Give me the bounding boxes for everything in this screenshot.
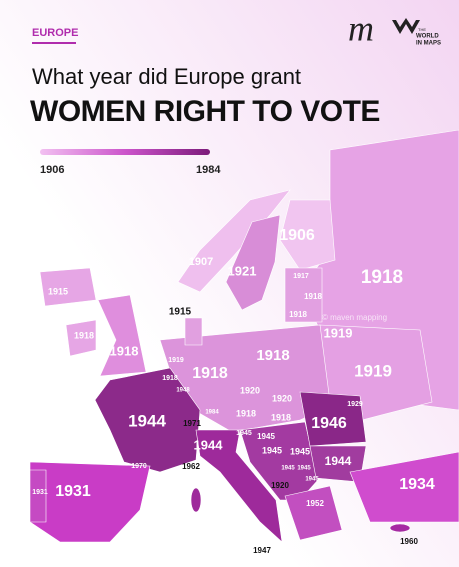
- sweden: [225, 214, 281, 311]
- year-label: 1946: [311, 415, 347, 432]
- countries: [29, 129, 459, 543]
- year-label: 1960: [400, 537, 418, 546]
- logo-text: THE: [418, 27, 426, 32]
- year-label: 1952: [306, 499, 324, 508]
- year-label: 1970: [131, 463, 147, 470]
- year-label: 1945: [297, 466, 311, 472]
- sardinia: [190, 487, 202, 513]
- year-label: 1945: [281, 466, 295, 472]
- year-label: 1920: [240, 385, 260, 395]
- baltics: [284, 267, 323, 323]
- year-label: 1906: [279, 227, 315, 244]
- labels: 1906 1907 1921 1918 1917 1918 1918 1919 1915 1915…: [32, 227, 435, 555]
- year-label: 1920: [271, 481, 289, 490]
- year-label: 1944: [325, 454, 352, 468]
- year-label: 1931: [32, 489, 48, 496]
- norway: [177, 189, 291, 293]
- watermark: © maven mapping: [322, 313, 387, 322]
- year-label: 1918: [304, 292, 322, 301]
- year-label: 1921: [228, 263, 257, 278]
- tag-underline: [32, 42, 76, 44]
- year-label: 1919: [324, 325, 353, 340]
- tag: EUROPE: [32, 27, 78, 39]
- year-label: 1984: [205, 410, 219, 416]
- year-label: 1920: [272, 393, 292, 403]
- finland: [279, 199, 336, 271]
- logo-text: WORLD: [416, 34, 439, 40]
- year-label: 1947: [253, 546, 271, 555]
- year-label: 1945: [262, 445, 282, 455]
- year-label: 1945: [236, 430, 252, 437]
- year-label: 1918: [271, 412, 291, 422]
- year-label: 1918: [192, 365, 228, 382]
- year-label: 1948: [176, 388, 190, 394]
- uk: [97, 294, 147, 377]
- year-label: 1918: [236, 408, 256, 418]
- year-label: 1945: [257, 432, 275, 441]
- year-label: 1944: [194, 437, 224, 452]
- iceland: [39, 267, 97, 307]
- year-label: 1918: [110, 343, 139, 358]
- year-label: 1918: [361, 267, 403, 288]
- year-label: 1971: [183, 419, 201, 428]
- year-label: 1915: [169, 307, 192, 318]
- year-label: 1919: [168, 357, 184, 364]
- year-label: 1918: [289, 310, 307, 319]
- portugal: [29, 469, 47, 523]
- year-label: 1919: [354, 361, 392, 380]
- legend-bar: [40, 149, 210, 155]
- year-label: 1944: [128, 411, 166, 430]
- legend-min: 1906: [40, 164, 64, 176]
- year-label: 1945: [305, 477, 319, 483]
- year-label: 1907: [189, 256, 213, 268]
- logo-letter: m: [348, 8, 374, 48]
- year-label: 1934: [399, 476, 435, 493]
- denmark: [184, 317, 203, 346]
- italy: [195, 429, 283, 543]
- year-label: 1918: [74, 330, 94, 340]
- year-label: 1917: [293, 273, 309, 280]
- year-label: 1931: [55, 483, 91, 500]
- title-line2: WOMEN RIGHT TO VOTE: [30, 95, 380, 128]
- legend-max: 1984: [196, 164, 221, 176]
- logo-text: IN MAPS: [416, 41, 441, 47]
- romania: [299, 391, 367, 447]
- cyprus: [389, 523, 411, 533]
- year-label: 1915: [48, 286, 68, 296]
- year-label: 1918: [256, 347, 289, 364]
- turkey: [349, 451, 459, 523]
- logo-mark: [392, 18, 420, 34]
- year-label: 1929: [347, 401, 363, 408]
- year-label: 1918: [162, 375, 178, 382]
- year-label: 1945: [290, 446, 310, 456]
- year-label: 1962: [182, 462, 200, 471]
- greece: [284, 485, 343, 541]
- france: [94, 367, 201, 473]
- title-line1: What year did Europe grant: [32, 64, 301, 89]
- ireland: [65, 319, 97, 357]
